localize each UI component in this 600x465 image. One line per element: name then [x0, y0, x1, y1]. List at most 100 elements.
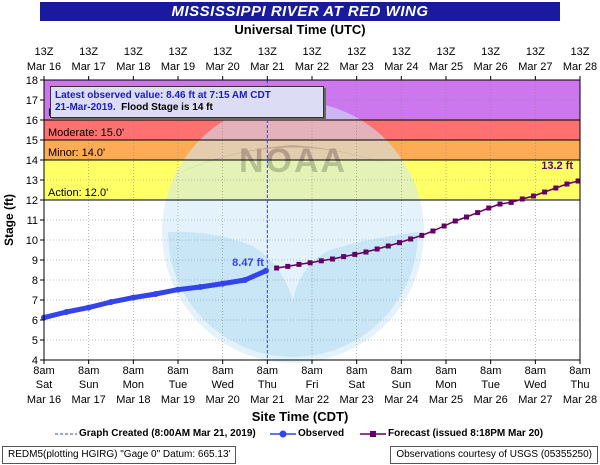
y-tick-label: 9 [32, 255, 38, 267]
top-tick-hour: 13Z [303, 46, 322, 58]
bottom-tick-date: Mar 24 [384, 394, 418, 406]
forecast-point [553, 185, 559, 191]
bottom-tick-day: Tue [169, 379, 188, 391]
y-tick-label: 10 [26, 235, 38, 247]
y-tick-label: 16 [26, 115, 38, 127]
observed-point [242, 277, 248, 283]
legend-graph-created: Graph Created (8:00AM Mar 21, 2019) [55, 428, 256, 439]
bottom-tick-time: 8am [167, 365, 188, 377]
legend: Graph Created (8:00AM Mar 21, 2019) Obse… [0, 428, 600, 442]
forecast-end-label: 13.2 ft [541, 160, 573, 172]
bottom-tick-time: 8am [480, 365, 501, 377]
forecast-point [486, 205, 492, 211]
bottom-tick-day: Wed [524, 379, 546, 391]
forecast-point [441, 223, 447, 229]
forecast-point [564, 181, 570, 187]
bottom-tick-time: 8am [123, 365, 144, 377]
bottom-tick-day: Sat [348, 379, 365, 391]
top-tick-date: Mar 16 [27, 61, 61, 73]
top-tick-hour: 13Z [347, 46, 366, 58]
bottom-tick-day: Wed [211, 379, 233, 391]
forecast-point [352, 251, 358, 257]
observed-point [152, 291, 159, 297]
forecast-series-group [274, 177, 592, 271]
bottom-tick-day: Tue [481, 379, 500, 391]
top-tick-hour: 13Z [213, 46, 232, 58]
top-tick-hour: 13Z [526, 46, 545, 58]
y-tick-label: 6 [32, 315, 38, 327]
y-tick-label: 4 [32, 355, 38, 367]
observed-point [197, 284, 204, 290]
bottom-tick-date: Mar 21 [250, 394, 284, 406]
flood-category-label: Minor: 14.0' [48, 147, 105, 159]
y-tick-label: 18 [26, 75, 38, 87]
latest-observation-box: Latest observed value: 8.46 ft at 7:15 A… [50, 86, 324, 118]
observed-line-icon [270, 430, 296, 437]
forecast-point [508, 199, 514, 205]
legend-forecast-label: Forecast (issued 8:18PM Mar 20) [388, 428, 544, 439]
observed-point [85, 304, 92, 311]
observed-point [130, 294, 137, 301]
y-tick-label: 15 [26, 135, 38, 147]
flood-category-label: Action: 12.0' [48, 187, 108, 199]
bottom-tick-date: Mar 20 [206, 394, 240, 406]
bottom-tick-date: Mar 19 [161, 394, 195, 406]
forecast-point [542, 189, 548, 195]
bottom-tick-day: Thu [571, 379, 590, 391]
top-tick-date: Mar 23 [340, 61, 374, 73]
legend-forecast: Forecast (issued 8:18PM Mar 20) [360, 428, 543, 439]
bottom-tick-date: Mar 28 [563, 394, 597, 406]
forecast-point [385, 243, 391, 249]
noaa-watermark-letters: NOAA [239, 142, 347, 180]
bottom-tick-day: Sat [36, 379, 53, 391]
top-tick-date: Mar 21 [250, 61, 284, 73]
forecast-point [463, 214, 469, 220]
bottom-tick-day: Sun [79, 379, 99, 391]
top-tick-date: Mar 24 [384, 61, 418, 73]
forecast-point [396, 240, 402, 246]
forecast-point [587, 177, 592, 182]
bottom-axis-title: Site Time (CDT) [251, 409, 349, 424]
forecast-point [430, 228, 436, 234]
forecast-point [452, 218, 458, 224]
y-tick-label: 7 [32, 295, 38, 307]
bottom-tick-time: 8am [569, 365, 590, 377]
forecast-point [285, 263, 291, 269]
bottom-tick-date: Mar 23 [340, 394, 374, 406]
top-tick-hour: 13Z [258, 46, 277, 58]
observation-date: 21-Mar-2019. [55, 102, 116, 113]
bottom-tick-day: Mon [435, 379, 456, 391]
y-tick-label: 13 [26, 175, 38, 187]
top-tick-hour: 13Z [79, 46, 98, 58]
bottom-tick-time: 8am [212, 365, 233, 377]
bottom-tick-day: Fri [306, 379, 319, 391]
forecast-point [475, 210, 481, 216]
observed-point [108, 299, 114, 305]
observed-point [262, 267, 269, 274]
top-tick-hour: 13Z [392, 46, 411, 58]
top-tick-hour: 13Z [35, 46, 54, 58]
observed-point [219, 280, 226, 287]
forecast-point [363, 249, 369, 255]
legend-graph-created-label: Graph Created (8:00AM Mar 21, 2019) [79, 428, 256, 439]
y-tick-label: 14 [26, 155, 38, 167]
data-source-footer: Observations courtesy of USGS (05355250) [390, 446, 598, 464]
top-tick-hour: 13Z [571, 46, 590, 58]
y-axis-label: Stage (ft) [2, 194, 16, 246]
top-tick-date: Mar 26 [474, 61, 508, 73]
bottom-tick-time: 8am [346, 365, 367, 377]
forecast-point [575, 178, 580, 184]
forecast-point [519, 196, 525, 202]
observed-end-label: 8.47 ft [232, 257, 264, 269]
chart-title: MISSISSIPPI RIVER AT RED WING [40, 2, 560, 21]
bottom-tick-day: Thu [258, 379, 277, 391]
gage-datum-footer: REDM5(plotting HGIRG) "Gage 0" Datum: 66… [2, 446, 237, 464]
top-tick-hour: 13Z [481, 46, 500, 58]
top-tick-date: Mar 28 [563, 61, 597, 73]
forecast-point [530, 193, 536, 199]
observed-point [175, 286, 181, 293]
bottom-tick-time: 8am [391, 365, 412, 377]
top-tick-hour: 13Z [437, 46, 456, 58]
y-tick-label: 8 [32, 275, 38, 287]
